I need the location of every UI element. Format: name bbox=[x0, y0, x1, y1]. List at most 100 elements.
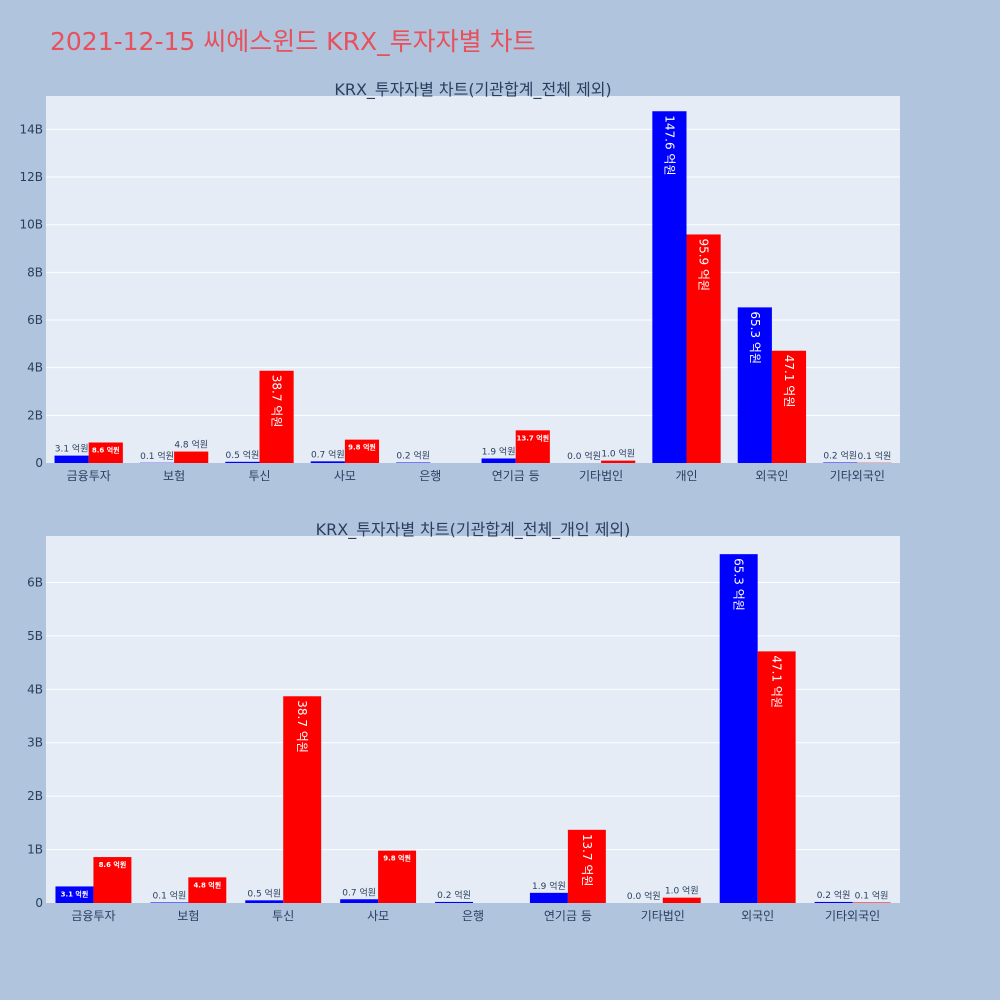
y-tick-label: 2B bbox=[27, 789, 43, 803]
bar-value-label: 65.3 억원 bbox=[732, 558, 746, 611]
y-tick-label: 6B bbox=[27, 575, 43, 589]
bar-value-label: 147.6 억원 bbox=[662, 115, 676, 175]
buy-bar bbox=[719, 554, 758, 903]
buy-bar bbox=[340, 899, 379, 903]
bar-value-label: 1.0 억원 bbox=[601, 448, 635, 460]
bar-value-label: 0.2 억원 bbox=[437, 889, 471, 901]
sell-bar bbox=[686, 234, 721, 463]
buy-bar bbox=[310, 461, 345, 463]
bar-value-label: 0.2 억원 bbox=[396, 450, 430, 462]
bar-value-label: 95.9 억원 bbox=[697, 238, 711, 291]
bar-value-label: 8.6 억원 bbox=[92, 446, 120, 455]
bar-value-label: 0.1 억원 bbox=[858, 450, 892, 462]
y-tick-label: 2B bbox=[27, 408, 43, 422]
x-tick-label: 기타외국인 bbox=[825, 909, 880, 923]
x-tick-label: 은행 bbox=[419, 468, 441, 483]
bar-value-label: 9.8 억원 bbox=[348, 443, 376, 452]
bar-value-label: 38.7 억원 bbox=[270, 375, 284, 428]
bar-value-label: 9.8 억원 bbox=[383, 854, 411, 863]
y-tick-label: 1B bbox=[27, 843, 43, 857]
y-tick-label: 0 bbox=[35, 456, 43, 470]
x-tick-label: 개인 bbox=[675, 469, 697, 483]
buy-bar bbox=[435, 901, 473, 903]
bar-value-label: 3.1 억원 bbox=[55, 443, 89, 455]
bar-label-group: 65.3 억원 bbox=[732, 558, 746, 611]
y-tick-label: 5B bbox=[27, 629, 43, 643]
bar-value-label: 0.1 억원 bbox=[140, 450, 174, 462]
bar-value-label: 0.2 억원 bbox=[823, 450, 857, 462]
bar-label-group: 147.6 억원 bbox=[662, 115, 676, 175]
sell-bar bbox=[378, 850, 417, 903]
sell-bar bbox=[259, 370, 294, 463]
y-tick-label: 8B bbox=[27, 265, 43, 279]
x-tick-label: 투신 bbox=[272, 909, 294, 923]
bar-value-label: 1.9 억원 bbox=[482, 445, 516, 457]
bar-value-label: 38.7 억원 bbox=[295, 700, 309, 753]
bar-label-group: 13.7 억원 bbox=[580, 834, 594, 887]
sell-bar bbox=[852, 902, 891, 903]
sell-bar bbox=[188, 877, 227, 903]
buy-bar bbox=[737, 307, 772, 463]
x-tick-label: 기타법인 bbox=[579, 469, 623, 483]
sell-bar bbox=[515, 430, 550, 463]
bar-value-label: 47.1 억원 bbox=[782, 355, 796, 408]
x-tick-label: 기타법인 bbox=[641, 909, 685, 923]
y-tick-label: 4B bbox=[27, 361, 43, 375]
sell-bar bbox=[601, 460, 636, 463]
y-tick-label: 12B bbox=[19, 170, 43, 184]
buy-bar bbox=[245, 900, 284, 903]
buy-bar bbox=[814, 901, 853, 903]
sell-bar bbox=[93, 857, 132, 903]
x-tick-label: 연기금 등 bbox=[492, 469, 540, 483]
bar-value-label: 0.1 억원 bbox=[152, 889, 186, 901]
bar-value-label: 0.2 억원 bbox=[817, 889, 851, 901]
sell-bar bbox=[88, 442, 123, 463]
sell-bar bbox=[662, 897, 701, 903]
y-tick-label: 0 bbox=[35, 896, 43, 910]
x-tick-label: 외국인 bbox=[741, 909, 774, 923]
bar-value-label: 13.7 억원 bbox=[516, 433, 549, 442]
bar-value-label: 0.0 억원 bbox=[567, 450, 601, 462]
bar-value-label: 0.5 억원 bbox=[247, 887, 281, 899]
page-title: 2021-12-15 씨에스윈드 KRX_투자자별 차트 bbox=[50, 27, 536, 56]
x-tick-label: 기타외국인 bbox=[830, 469, 885, 483]
bar-label-group: 47.1 억원 bbox=[770, 655, 784, 708]
sell-bar bbox=[174, 451, 209, 463]
bar-label-group: 95.9 억원 bbox=[697, 238, 711, 291]
sell-bar bbox=[283, 696, 322, 903]
buy-bar bbox=[529, 892, 568, 903]
sell-bar bbox=[757, 651, 796, 903]
sell-bar bbox=[567, 829, 606, 903]
y-tick-label: 10B bbox=[19, 218, 43, 232]
buy-bar bbox=[481, 458, 516, 463]
buy-bar bbox=[54, 455, 89, 463]
y-tick-label: 6B bbox=[27, 313, 43, 327]
y-tick-label: 14B bbox=[19, 122, 43, 136]
bar-label-group: 47.1 억원 bbox=[782, 355, 796, 408]
x-tick-label: 연기금 등 bbox=[544, 909, 592, 923]
bar-label-group: 38.7 억원 bbox=[295, 700, 309, 753]
x-tick-label: 투신 bbox=[248, 469, 270, 483]
bar-value-label: 8.6 억원 bbox=[99, 860, 127, 869]
x-tick-label: 금융투자 bbox=[67, 469, 111, 483]
chart-top: KRX_투자자별 차트(기관합계_전체 제외) 0 2B 4B 6B 8B 10B 12B 14… bbox=[19, 80, 900, 483]
bar-value-label: 0.1 억원 bbox=[855, 889, 889, 901]
bar-value-label: 1.9 억원 bbox=[532, 880, 566, 892]
sell-bar bbox=[771, 350, 807, 463]
x-tick-label: 외국인 bbox=[755, 469, 788, 483]
bar-label-group: 65.3 억원 bbox=[748, 311, 762, 364]
y-tick-label: 4B bbox=[27, 682, 43, 696]
x-tick-label: 은행 bbox=[462, 908, 484, 923]
chart-title: KRX_투자자별 차트(기관합계_전체 제외) bbox=[334, 80, 611, 100]
buy-bar bbox=[652, 111, 687, 463]
x-tick-label: 사모 bbox=[367, 909, 389, 923]
bar-value-label: 47.1 억원 bbox=[770, 655, 784, 708]
x-tick-label: 사모 bbox=[334, 469, 356, 483]
bar-value-label: 0.7 억원 bbox=[311, 448, 345, 460]
buy-bar bbox=[150, 902, 189, 903]
bar-value-label: 4.8 억원 bbox=[193, 880, 221, 889]
bar-value-label: 13.7 억원 bbox=[580, 834, 594, 887]
sell-bar bbox=[344, 439, 380, 463]
bar-value-label: 4.8 억원 bbox=[174, 439, 208, 451]
bar-value-label: 65.3 억원 bbox=[748, 311, 762, 364]
